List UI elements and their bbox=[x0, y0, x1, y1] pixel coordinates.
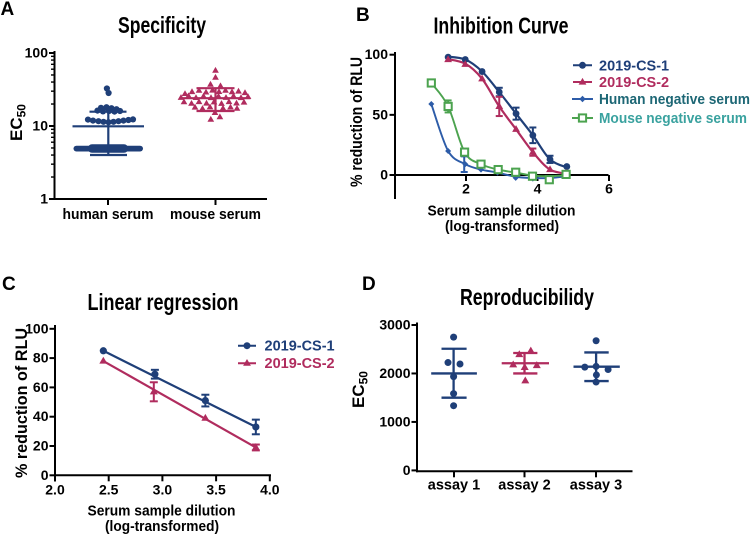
svg-text:Serum sample dilution: Serum sample dilution bbox=[88, 503, 236, 520]
svg-text:Mouse negative serum: Mouse negative serum bbox=[599, 111, 747, 127]
svg-text:2000: 2000 bbox=[379, 365, 410, 381]
svg-text:3000: 3000 bbox=[379, 316, 410, 332]
svg-text:0: 0 bbox=[403, 462, 411, 478]
svg-text:% reduction of RLU: % reduction of RLU bbox=[348, 57, 366, 187]
svg-text:B: B bbox=[356, 5, 370, 26]
svg-text:Linear regression: Linear regression bbox=[88, 289, 239, 315]
svg-text:C: C bbox=[2, 274, 16, 295]
svg-text:4: 4 bbox=[534, 181, 542, 197]
svg-text:(log-transformed): (log-transformed) bbox=[105, 518, 219, 535]
svg-text:3.0: 3.0 bbox=[153, 482, 173, 498]
svg-text:0: 0 bbox=[380, 167, 388, 183]
svg-text:6: 6 bbox=[605, 181, 613, 197]
svg-text:2019-CS-1: 2019-CS-1 bbox=[599, 58, 669, 74]
svg-text:assay 2: assay 2 bbox=[498, 478, 550, 494]
svg-text:100: 100 bbox=[365, 46, 389, 62]
svg-text:50: 50 bbox=[372, 106, 388, 122]
svg-text:0: 0 bbox=[41, 467, 49, 483]
svg-text:A: A bbox=[1, 0, 15, 20]
svg-text:Human negative serum: Human negative serum bbox=[599, 92, 750, 108]
svg-text:1000: 1000 bbox=[379, 413, 410, 429]
svg-text:% reduction of RLU: % reduction of RLU bbox=[13, 328, 31, 478]
svg-text:(log-transformed): (log-transformed) bbox=[445, 218, 559, 235]
svg-text:80: 80 bbox=[33, 350, 49, 366]
svg-text:Serum sample dilution: Serum sample dilution bbox=[428, 203, 576, 220]
svg-text:Specificity: Specificity bbox=[118, 12, 206, 38]
svg-text:mouse serum: mouse serum bbox=[170, 207, 261, 223]
svg-text:D: D bbox=[362, 274, 376, 295]
svg-text:human serum: human serum bbox=[63, 207, 154, 223]
svg-text:2019-CS-1: 2019-CS-1 bbox=[265, 339, 335, 355]
svg-text:2.5: 2.5 bbox=[99, 482, 119, 498]
svg-text:assay 1: assay 1 bbox=[428, 478, 480, 494]
svg-text:60: 60 bbox=[33, 379, 49, 395]
svg-text:Reproducibilidy: Reproducibilidy bbox=[460, 284, 594, 310]
svg-text:1: 1 bbox=[40, 191, 48, 207]
svg-text:Inhibition Curve: Inhibition Curve bbox=[434, 13, 569, 39]
svg-text:20: 20 bbox=[33, 438, 49, 454]
svg-text:2: 2 bbox=[462, 181, 470, 197]
svg-text:assay 3: assay 3 bbox=[570, 478, 622, 494]
svg-text:40: 40 bbox=[33, 408, 49, 424]
svg-text:2019-CS-2: 2019-CS-2 bbox=[265, 356, 335, 372]
svg-text:3.5: 3.5 bbox=[206, 482, 226, 498]
svg-text:100: 100 bbox=[25, 320, 49, 336]
svg-text:100: 100 bbox=[25, 45, 49, 61]
svg-text:4.0: 4.0 bbox=[260, 482, 280, 498]
svg-text:2019-CS-2: 2019-CS-2 bbox=[599, 75, 669, 91]
svg-text:10: 10 bbox=[32, 118, 48, 134]
svg-text:2.0: 2.0 bbox=[45, 482, 65, 498]
